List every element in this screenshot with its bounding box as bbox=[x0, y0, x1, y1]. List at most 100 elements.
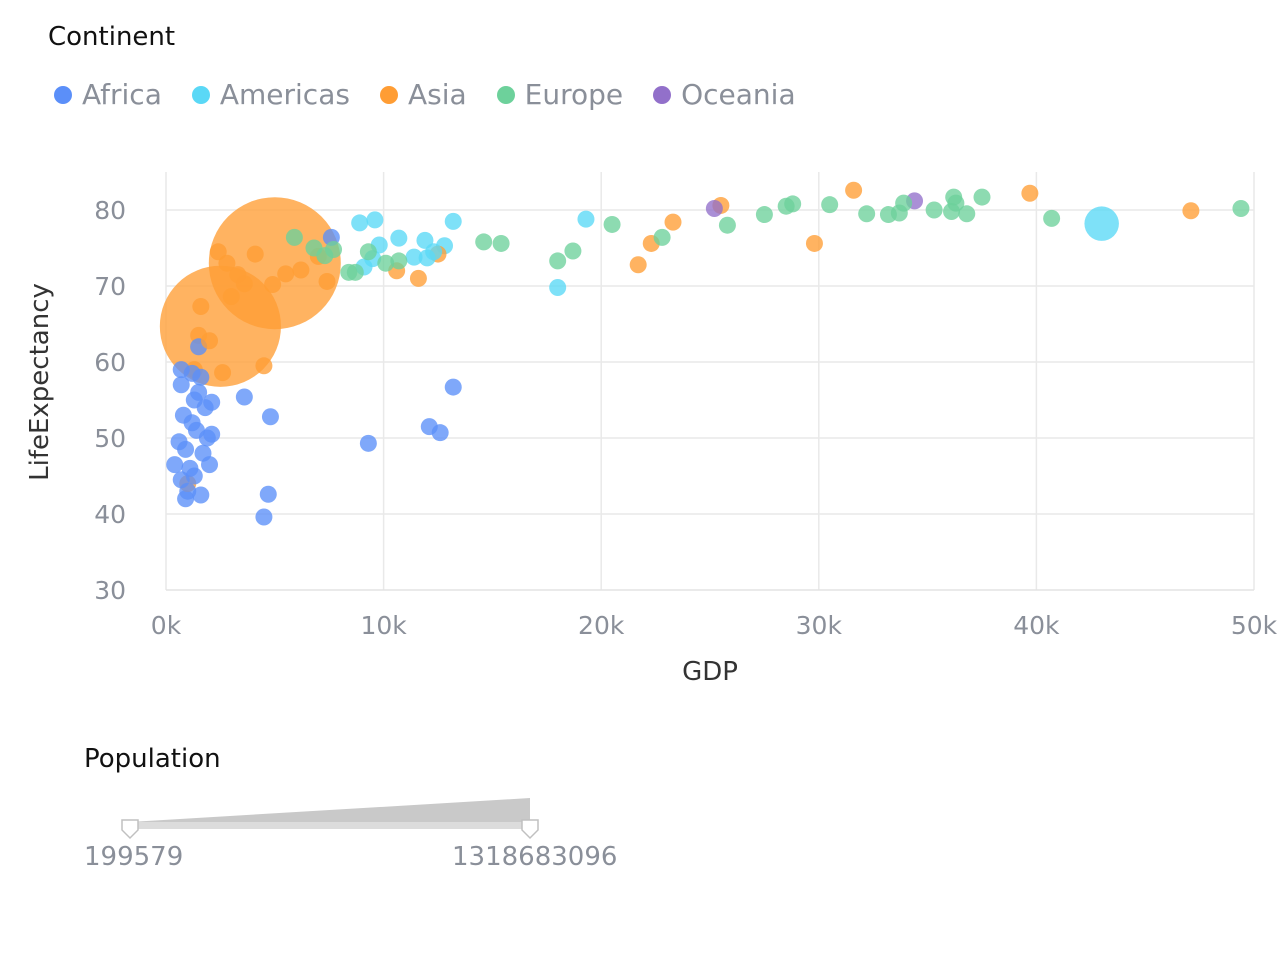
point-americas[interactable] bbox=[390, 229, 408, 247]
point-europe[interactable] bbox=[821, 196, 839, 214]
legend-label-africa: Africa bbox=[82, 78, 162, 111]
point-asia[interactable] bbox=[318, 272, 336, 290]
point-europe[interactable] bbox=[958, 205, 976, 223]
point-americas[interactable] bbox=[444, 212, 462, 230]
point-asia[interactable] bbox=[229, 266, 247, 284]
point-asia[interactable] bbox=[805, 234, 823, 252]
size-min-handle[interactable] bbox=[121, 819, 139, 840]
point-africa[interactable] bbox=[192, 368, 210, 386]
point-americas[interactable] bbox=[366, 211, 384, 229]
size-max-handle[interactable] bbox=[521, 819, 539, 840]
point-europe[interactable] bbox=[325, 241, 343, 259]
point-africa[interactable] bbox=[166, 456, 184, 474]
point-asia[interactable] bbox=[255, 357, 273, 375]
point-asia[interactable] bbox=[664, 213, 682, 231]
point-africa[interactable] bbox=[203, 425, 221, 443]
point-africa[interactable] bbox=[177, 440, 195, 458]
point-africa[interactable] bbox=[431, 424, 449, 442]
point-africa[interactable] bbox=[172, 361, 190, 379]
axes: 30 40 50 60 70 80 0k 10k 20k 30k 40k 50k bbox=[94, 196, 1277, 640]
point-europe[interactable] bbox=[1232, 199, 1250, 217]
point-asia[interactable] bbox=[264, 275, 282, 293]
point-asia[interactable] bbox=[192, 298, 210, 316]
point-europe[interactable] bbox=[1043, 209, 1061, 227]
legend: Africa Americas Asia Europe Oceania bbox=[54, 78, 826, 111]
point-europe[interactable] bbox=[475, 233, 493, 251]
point-africa[interactable] bbox=[235, 388, 253, 406]
size-legend: 199579 1318683096 bbox=[84, 792, 624, 882]
legend-label-americas: Americas bbox=[219, 78, 350, 111]
legend-item-africa[interactable]: Africa bbox=[54, 78, 162, 111]
point-africa[interactable] bbox=[259, 485, 277, 503]
size-min-label: 199579 bbox=[84, 842, 184, 872]
data-points bbox=[159, 181, 1250, 526]
point-africa[interactable] bbox=[185, 467, 203, 485]
point-asia[interactable] bbox=[214, 364, 232, 382]
point-asia[interactable] bbox=[409, 269, 427, 287]
point-asia[interactable] bbox=[845, 181, 863, 199]
point-asia[interactable] bbox=[222, 288, 240, 306]
axis-labels: GDP LifeExpectancy bbox=[25, 283, 738, 687]
point-africa[interactable] bbox=[261, 408, 279, 426]
x-axis-label: GDP bbox=[682, 657, 738, 687]
point-asia[interactable] bbox=[1182, 202, 1200, 220]
legend-swatch-asia bbox=[379, 85, 398, 104]
point-americas[interactable] bbox=[405, 248, 423, 266]
x-tick-label: 40k bbox=[1013, 611, 1060, 640]
point-americas[interactable] bbox=[1084, 206, 1119, 241]
point-europe[interactable] bbox=[492, 234, 510, 252]
y-tick-label: 30 bbox=[94, 576, 126, 605]
point-asia[interactable] bbox=[629, 256, 647, 274]
point-europe[interactable] bbox=[784, 195, 802, 213]
point-africa[interactable] bbox=[172, 376, 190, 394]
point-europe[interactable] bbox=[718, 216, 736, 234]
point-europe[interactable] bbox=[603, 215, 621, 233]
legend-item-americas[interactable]: Americas bbox=[191, 78, 350, 111]
point-asia[interactable] bbox=[201, 332, 219, 350]
point-asia[interactable] bbox=[246, 245, 264, 263]
point-europe[interactable] bbox=[359, 243, 377, 261]
y-tick-label: 60 bbox=[94, 348, 126, 377]
point-europe[interactable] bbox=[377, 254, 395, 272]
point-americas[interactable] bbox=[577, 210, 595, 228]
point-europe[interactable] bbox=[653, 228, 671, 246]
legend-item-europe[interactable]: Europe bbox=[496, 78, 623, 111]
point-oceania[interactable] bbox=[705, 199, 723, 217]
y-tick-label: 40 bbox=[94, 500, 126, 529]
point-europe[interactable] bbox=[755, 206, 773, 224]
point-africa[interactable] bbox=[192, 486, 210, 504]
point-africa[interactable] bbox=[190, 383, 208, 401]
point-asia[interactable] bbox=[159, 265, 281, 387]
point-africa[interactable] bbox=[203, 393, 221, 411]
size-ramp-triangle bbox=[130, 798, 530, 822]
y-tick-label: 80 bbox=[94, 196, 126, 225]
point-americas[interactable] bbox=[418, 249, 436, 267]
point-europe[interactable] bbox=[973, 188, 991, 206]
point-europe[interactable] bbox=[564, 242, 582, 260]
x-tick-label: 30k bbox=[796, 611, 843, 640]
point-africa[interactable] bbox=[359, 434, 377, 452]
point-africa[interactable] bbox=[444, 378, 462, 396]
point-americas[interactable] bbox=[351, 214, 369, 232]
point-asia[interactable] bbox=[277, 265, 295, 283]
point-europe[interactable] bbox=[549, 252, 567, 270]
point-africa[interactable] bbox=[255, 508, 273, 526]
legend-item-asia[interactable]: Asia bbox=[379, 78, 467, 111]
point-europe[interactable] bbox=[285, 228, 303, 246]
size-max-label: 1318683096 bbox=[452, 842, 618, 872]
point-europe[interactable] bbox=[346, 263, 364, 281]
point-europe[interactable] bbox=[895, 194, 913, 212]
point-europe[interactable] bbox=[858, 205, 876, 223]
point-asia[interactable] bbox=[1021, 184, 1039, 202]
point-africa[interactable] bbox=[194, 444, 212, 462]
legend-title: Continent bbox=[48, 22, 176, 52]
point-europe[interactable] bbox=[390, 252, 408, 270]
point-europe[interactable] bbox=[947, 194, 965, 212]
legend-item-oceania[interactable]: Oceania bbox=[653, 78, 796, 111]
legend-swatch-africa bbox=[54, 85, 72, 104]
point-africa[interactable] bbox=[172, 471, 190, 489]
point-asia[interactable] bbox=[292, 261, 310, 279]
point-europe[interactable] bbox=[925, 201, 943, 219]
point-asia[interactable] bbox=[209, 243, 227, 261]
point-americas[interactable] bbox=[549, 279, 567, 297]
